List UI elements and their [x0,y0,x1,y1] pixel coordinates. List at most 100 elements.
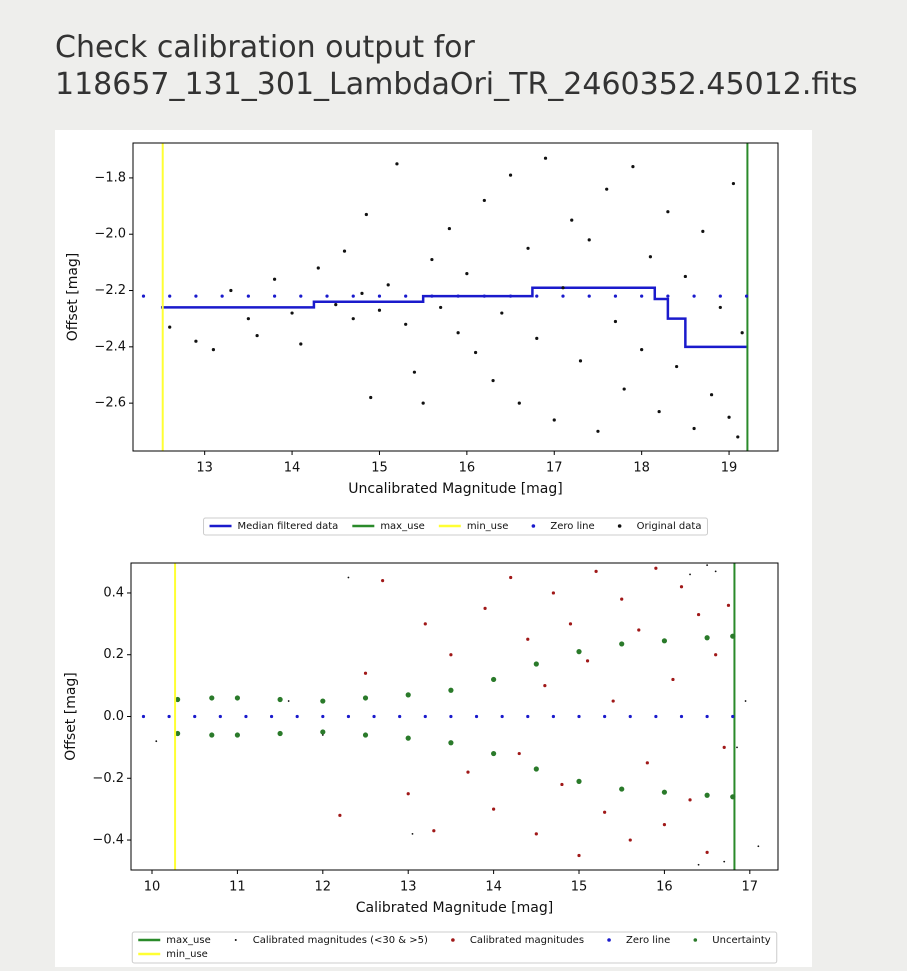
point [576,649,582,655]
x-axis-label: Uncalibrated Magnitude [mag] [348,481,562,497]
legend-swatch [693,938,698,942]
point [718,305,722,310]
point [561,286,565,290]
point [661,789,668,795]
legend-swatch [234,939,237,941]
point [692,294,696,298]
point [295,714,299,719]
point [405,735,411,741]
point [211,348,216,352]
point [141,714,146,719]
point [404,322,408,326]
figure-panel [55,130,812,967]
axes-frame [132,142,779,452]
x-tick-label: 15 [371,461,388,476]
point [517,751,521,756]
point [220,294,224,298]
point [491,750,497,757]
point [666,294,670,298]
point [568,622,573,626]
x-tick-label: 14 [284,461,301,476]
plot-area [141,563,760,870]
legend-frame [131,931,778,964]
point [662,822,667,827]
plot-area [141,143,749,451]
point [533,766,539,772]
point [234,695,241,701]
point [175,730,181,737]
y-tick-label: −2.6 [94,396,126,411]
point [411,832,414,835]
point [509,575,513,580]
y-tick-label: −1.8 [94,170,126,185]
y-tick-label: 0.2 [103,647,124,662]
point [587,238,591,242]
point [613,319,618,324]
point [320,698,326,704]
point [167,714,171,719]
point [466,770,470,774]
point [412,370,417,374]
point [596,429,600,433]
point [587,294,591,298]
point [736,746,738,749]
point [421,401,425,405]
x-tick-label: 16 [656,880,673,895]
y-tick-label: −0.2 [92,771,124,786]
point [246,294,250,298]
x-tick-label: 16 [459,461,476,476]
point [448,687,454,693]
point [334,303,338,307]
y-tick-label: −0.4 [92,833,124,848]
point [255,333,259,338]
page-title: 118657_131_301_LambdaOri_TR_2460352.4501… [55,67,858,102]
point [744,294,749,298]
point [736,435,740,439]
point [628,714,632,719]
point [533,661,539,667]
point [535,294,539,298]
point [692,426,696,431]
point [404,294,408,298]
point [551,714,555,719]
point [709,393,714,397]
y-tick-label: −2.0 [94,227,126,242]
x-tick-label: 13 [400,880,417,895]
point [543,684,547,688]
point [578,359,583,363]
point [377,308,382,312]
legend-label: min_use [166,949,208,960]
point [500,311,504,315]
point [194,339,198,343]
point [272,277,277,281]
point [585,659,590,663]
point [465,272,469,276]
median-step-line [160,286,747,349]
point [299,342,303,346]
point [363,671,368,675]
point [570,218,574,222]
point [491,379,495,383]
point [648,255,652,259]
point [406,792,410,796]
point [740,331,744,335]
point [689,573,691,576]
point [706,564,709,567]
y-axis-label: Offset [mag] [63,672,79,761]
x-axis-label: Calibrated Magnitude [mag] [356,900,553,916]
point [155,740,158,743]
point [405,692,411,698]
point [432,829,436,833]
legend-swatch [607,938,611,942]
point [175,696,181,703]
point [640,348,644,352]
point [543,156,548,160]
legend: max_use Calibrated magnitudes (<30 & >5) C… [131,931,778,964]
point [272,294,277,298]
point [194,294,198,298]
point [449,714,453,719]
x-tick-label: 12 [315,880,332,895]
point [561,294,565,298]
point [718,294,722,298]
point [321,734,324,736]
